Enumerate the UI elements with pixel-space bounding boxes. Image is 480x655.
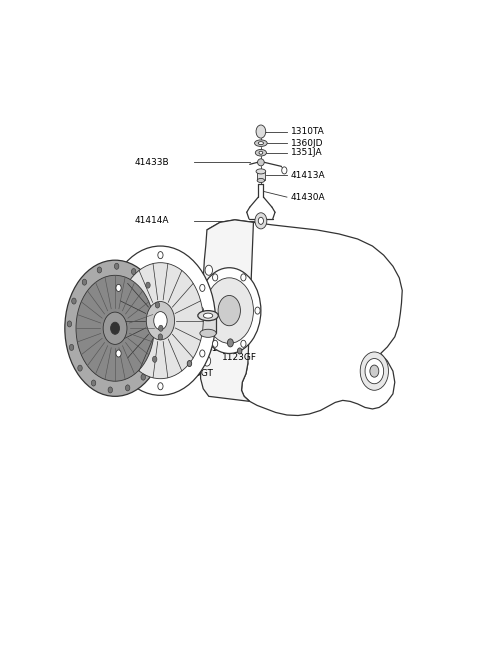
Circle shape	[154, 312, 167, 329]
Circle shape	[116, 350, 121, 357]
Circle shape	[198, 307, 204, 314]
Circle shape	[158, 383, 163, 390]
Circle shape	[258, 217, 264, 225]
Circle shape	[114, 263, 119, 269]
Circle shape	[91, 380, 96, 386]
Text: 41414A: 41414A	[134, 216, 169, 225]
Circle shape	[132, 269, 136, 274]
Circle shape	[76, 275, 154, 381]
Text: 1360JD: 1360JD	[290, 139, 323, 147]
Circle shape	[187, 360, 192, 367]
Polygon shape	[201, 220, 253, 402]
Circle shape	[205, 265, 213, 275]
Circle shape	[158, 326, 163, 331]
Circle shape	[158, 334, 163, 340]
Circle shape	[146, 301, 175, 340]
Circle shape	[97, 267, 102, 273]
Polygon shape	[207, 220, 402, 415]
Circle shape	[213, 274, 218, 281]
Circle shape	[110, 322, 120, 334]
Circle shape	[282, 167, 287, 174]
Ellipse shape	[258, 141, 264, 145]
Polygon shape	[200, 316, 216, 333]
Circle shape	[146, 282, 150, 288]
Text: 1351JA: 1351JA	[290, 148, 322, 157]
Circle shape	[241, 274, 246, 281]
Text: 41426: 41426	[207, 344, 235, 353]
Circle shape	[228, 339, 233, 347]
Ellipse shape	[259, 151, 263, 155]
Circle shape	[116, 284, 121, 291]
Circle shape	[153, 356, 157, 362]
Circle shape	[218, 295, 240, 326]
Circle shape	[205, 278, 253, 343]
Ellipse shape	[200, 329, 216, 337]
Text: 41413A: 41413A	[290, 171, 325, 180]
Circle shape	[256, 125, 266, 138]
Circle shape	[65, 260, 165, 396]
Circle shape	[198, 268, 261, 354]
Ellipse shape	[254, 140, 267, 147]
Circle shape	[108, 387, 112, 393]
Text: 41433B: 41433B	[134, 158, 169, 167]
Ellipse shape	[257, 178, 264, 183]
Circle shape	[155, 302, 160, 308]
Circle shape	[241, 340, 246, 347]
Circle shape	[69, 345, 74, 350]
Circle shape	[103, 312, 127, 345]
Circle shape	[158, 252, 163, 259]
Circle shape	[67, 321, 72, 327]
Circle shape	[82, 279, 87, 285]
Ellipse shape	[198, 310, 218, 321]
Circle shape	[360, 352, 388, 390]
Circle shape	[78, 365, 82, 371]
Text: 1123GF: 1123GF	[222, 352, 257, 362]
Ellipse shape	[258, 159, 264, 166]
Circle shape	[255, 307, 260, 314]
Circle shape	[365, 358, 384, 384]
Circle shape	[118, 263, 203, 379]
Ellipse shape	[204, 313, 213, 318]
Circle shape	[106, 246, 216, 396]
Text: 1310TA: 1310TA	[290, 127, 324, 136]
Ellipse shape	[256, 169, 266, 174]
Ellipse shape	[255, 149, 266, 156]
Text: 41430A: 41430A	[290, 193, 325, 202]
Circle shape	[238, 348, 242, 354]
Text: 41421B: 41421B	[215, 306, 249, 315]
Circle shape	[200, 284, 205, 291]
Circle shape	[203, 356, 211, 366]
Bar	[257, 172, 264, 181]
Text: 41300: 41300	[149, 297, 178, 306]
Circle shape	[200, 350, 205, 357]
Circle shape	[125, 385, 130, 391]
Circle shape	[141, 374, 145, 380]
Circle shape	[255, 213, 267, 229]
Circle shape	[213, 340, 218, 347]
Circle shape	[370, 365, 379, 377]
Text: 1123GT: 1123GT	[179, 369, 214, 378]
Circle shape	[72, 298, 76, 304]
Text: 41100: 41100	[75, 306, 104, 315]
